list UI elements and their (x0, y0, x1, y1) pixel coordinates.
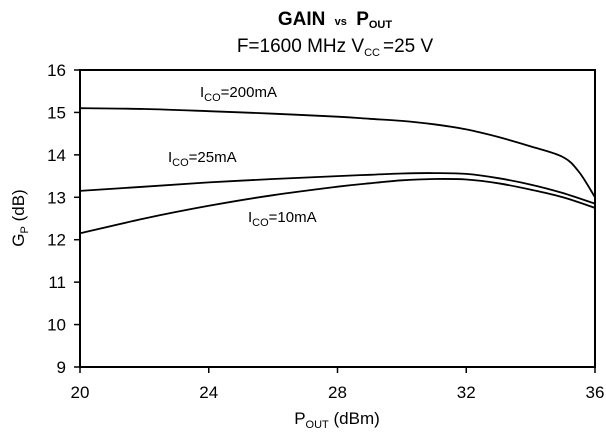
x-tick-label: 32 (457, 383, 476, 402)
y-tick-label: 16 (47, 61, 66, 80)
series-label-10ma: ICO=10mA (248, 209, 317, 229)
chart-subtitle: F=1600 MHz VCC =25 V (237, 36, 434, 59)
y-axis-label: GP (dB) (9, 189, 31, 246)
y-tick-label: 9 (57, 358, 66, 377)
series-line-1 (79, 172, 596, 205)
series-label-200ma: ICO=200mA (200, 84, 277, 104)
series-line-2 (79, 178, 596, 235)
x-axis-label: POUT (dBm) (294, 409, 380, 431)
y-tick-label: 11 (48, 273, 66, 292)
plot-area-frame (79, 69, 596, 368)
chart-title: GAIN vs POUT (278, 9, 393, 31)
x-tick-label: 36 (586, 383, 605, 402)
y-tick-label: 10 (47, 316, 66, 335)
y-axis-ticks: 9 10 11 12 13 14 15 16 (47, 61, 80, 377)
x-tick-label: 20 (71, 383, 90, 402)
y-tick-label: 13 (47, 188, 66, 207)
series-lines (79, 107, 596, 235)
x-tick-label: 24 (199, 383, 218, 402)
x-axis-ticks: 20 24 28 32 36 (71, 367, 605, 402)
x-tick-label: 28 (328, 383, 347, 402)
y-tick-label: 15 (47, 103, 66, 122)
y-tick-label: 14 (47, 146, 66, 165)
series-label-25ma: ICO=25mA (168, 149, 237, 169)
series-line-0 (79, 107, 596, 198)
y-tick-label: 12 (47, 231, 66, 250)
